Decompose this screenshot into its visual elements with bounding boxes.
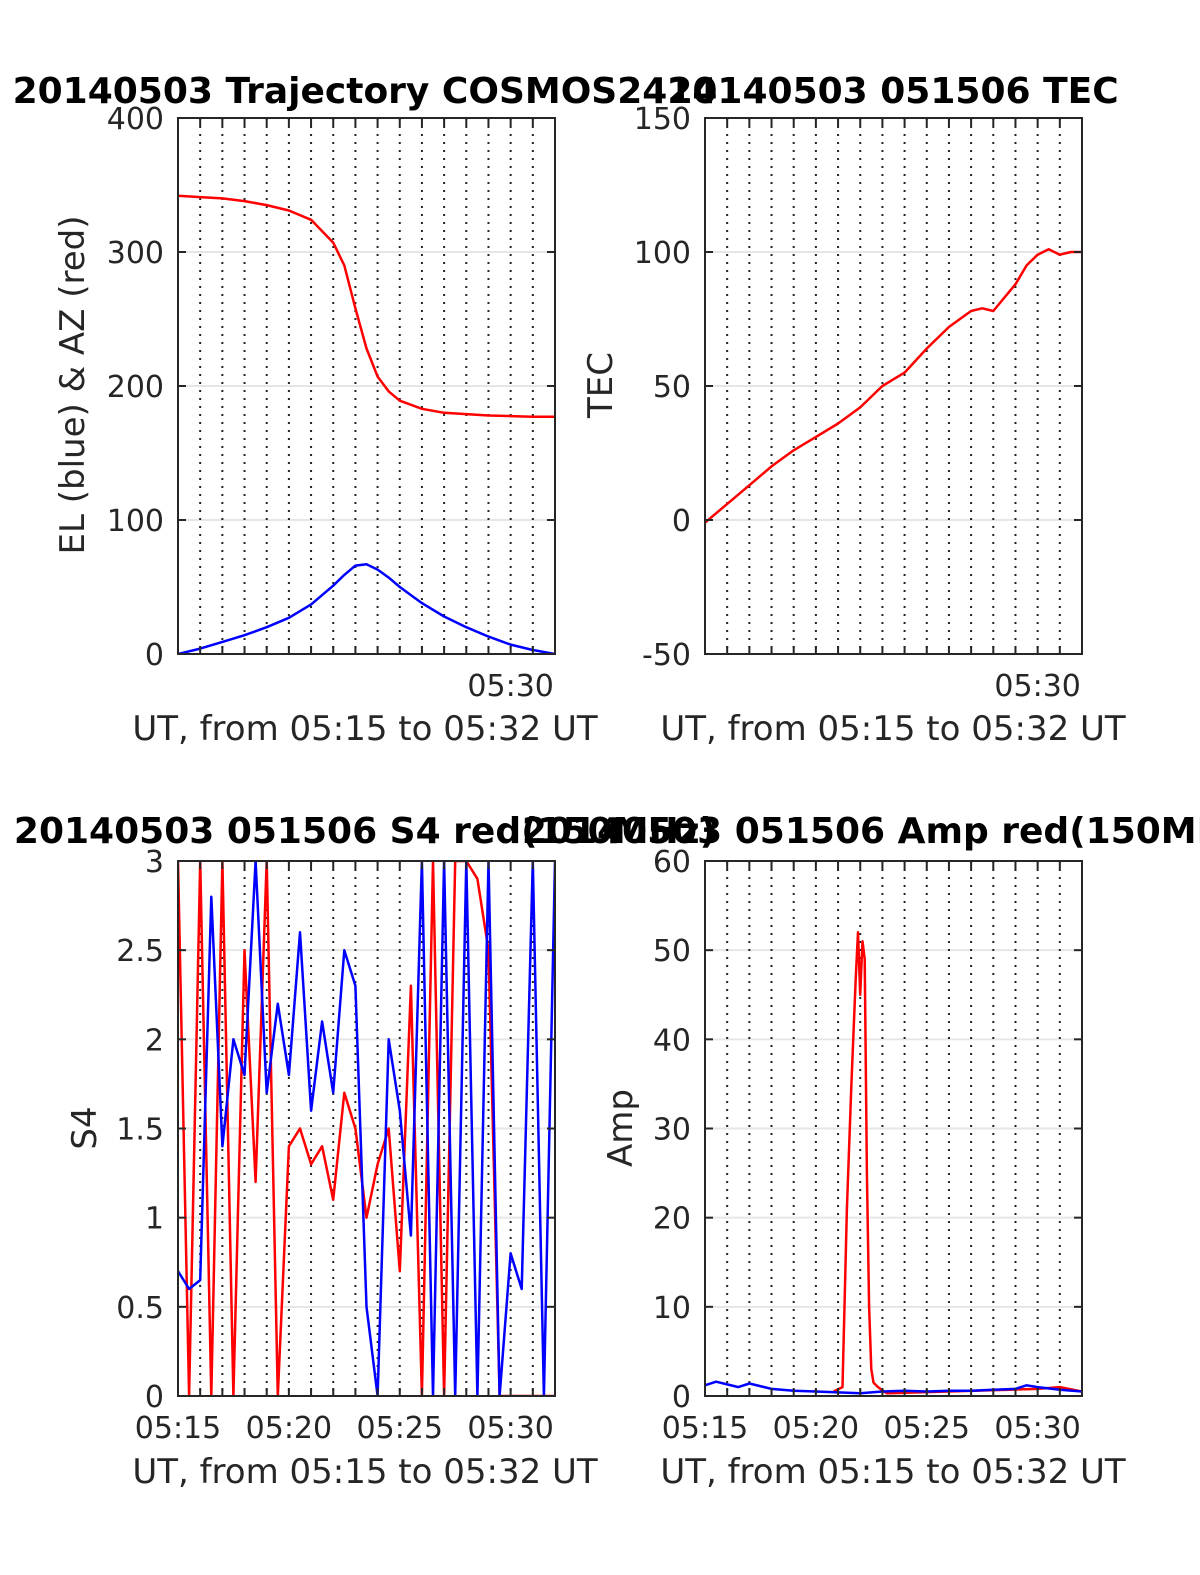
x-axis-label-trajectory: UT, from 05:15 to 05:32 UT bbox=[132, 709, 598, 749]
y-axis-label-tec: TEC bbox=[581, 352, 621, 419]
series-group bbox=[705, 931, 1082, 1395]
series-line-el bbox=[178, 562, 555, 654]
chart-title-trajectory: 20140503 Trajectory COSMOS2414 bbox=[13, 71, 718, 112]
y-axis-label-amp: Amp bbox=[601, 1089, 641, 1167]
plot-area-tec: -50 0 50 100 150 05:30 bbox=[634, 102, 1083, 704]
y-tick-label: 0.5 bbox=[116, 1291, 164, 1326]
series-line-s4-blue bbox=[178, 861, 555, 1396]
x-tick-label: 05:30 bbox=[467, 669, 553, 704]
y-tick-label: 0 bbox=[145, 1380, 164, 1415]
x-tick-label: 05:15 bbox=[662, 1411, 748, 1446]
x-tick-label: 05:20 bbox=[246, 1411, 332, 1446]
series-line-amp-red-150mhz- bbox=[833, 931, 1082, 1395]
series-line-tec bbox=[705, 248, 1082, 524]
y-tick-label: 300 bbox=[107, 236, 164, 271]
y-tick-label: -50 bbox=[642, 638, 691, 673]
x-tick-label: 05:20 bbox=[773, 1411, 859, 1446]
chart-title-amp: 20140503 051506 Amp red(150MHz) bbox=[522, 811, 1200, 852]
x-axis-label-tec: UT, from 05:15 to 05:32 UT bbox=[660, 709, 1126, 749]
y-tick-label: 10 bbox=[653, 1291, 691, 1326]
y-tick-label: 2.5 bbox=[116, 934, 164, 969]
x-tick-label: 05:30 bbox=[994, 669, 1080, 704]
x-tick-label: 05:30 bbox=[994, 1411, 1080, 1446]
y-tick-label: 0 bbox=[672, 504, 691, 539]
chart-title-s4: 20140503 051506 S4 red(150MHz) bbox=[14, 811, 716, 852]
y-tick-label: 150 bbox=[634, 102, 691, 137]
y-tick-label: 1 bbox=[145, 1202, 164, 1237]
series-line-amp-blue bbox=[705, 1380, 1082, 1395]
y-tick-label: 0 bbox=[145, 638, 164, 673]
panel-amp: 0 10 20 30 40 50 60 05:15 05:20 05:25 05:30 201405… bbox=[522, 811, 1200, 1492]
x-axis-label-amp: UT, from 05:15 to 05:32 UT bbox=[660, 1452, 1126, 1492]
y-tick-label: 60 bbox=[653, 845, 691, 880]
y-tick-label: 2 bbox=[145, 1023, 164, 1058]
x-tick-label: 05:25 bbox=[357, 1411, 443, 1446]
plot-area-trajectory: 0 100 200 300 400 05:30 bbox=[107, 102, 556, 704]
y-tick-label: 100 bbox=[107, 504, 164, 539]
y-tick-label: 50 bbox=[653, 934, 691, 969]
series-group bbox=[178, 194, 555, 654]
y-tick-label: 30 bbox=[653, 1113, 691, 1148]
series-line-az bbox=[178, 194, 555, 419]
y-tick-label: 40 bbox=[653, 1023, 691, 1058]
plot-area-s4: 0 0.5 1 1.5 2 2.5 3 05:15 05:20 05:25 05:30 bbox=[116, 845, 556, 1446]
y-tick-label: 0 bbox=[672, 1380, 691, 1415]
y-tick-label: 20 bbox=[653, 1202, 691, 1237]
chart-title-tec: 20140503 051506 TEC bbox=[667, 71, 1118, 112]
y-tick-label: 200 bbox=[107, 370, 164, 405]
x-tick-label: 05:25 bbox=[884, 1411, 970, 1446]
y-axis-label-s4: S4 bbox=[65, 1106, 105, 1149]
y-tick-label: 3 bbox=[145, 845, 164, 880]
panel-s4: 0 0.5 1 1.5 2 2.5 3 05:15 05:20 05:25 05:30 201405… bbox=[14, 811, 716, 1492]
y-tick-label: 400 bbox=[107, 102, 164, 137]
series-group bbox=[705, 248, 1082, 524]
panel-trajectory: 0 100 200 300 400 05:30 20140503 Trajectory C… bbox=[13, 71, 718, 749]
x-axis-label-s4: UT, from 05:15 to 05:32 UT bbox=[132, 1452, 598, 1492]
y-tick-label: 100 bbox=[634, 236, 691, 271]
plot-area-amp: 0 10 20 30 40 50 60 05:15 05:20 05:25 05:30 bbox=[653, 845, 1083, 1446]
x-tick-label: 05:30 bbox=[467, 1411, 553, 1446]
series-group bbox=[178, 861, 555, 1396]
y-axis-label-trajectory: EL (blue) & AZ (red) bbox=[53, 215, 93, 554]
y-tick-label: 50 bbox=[653, 370, 691, 405]
y-tick-label: 1.5 bbox=[116, 1113, 164, 1148]
panel-tec: -50 0 50 100 150 05:30 20140503 051506 TEC UT… bbox=[581, 71, 1126, 749]
x-tick-label: 05:15 bbox=[135, 1411, 221, 1446]
